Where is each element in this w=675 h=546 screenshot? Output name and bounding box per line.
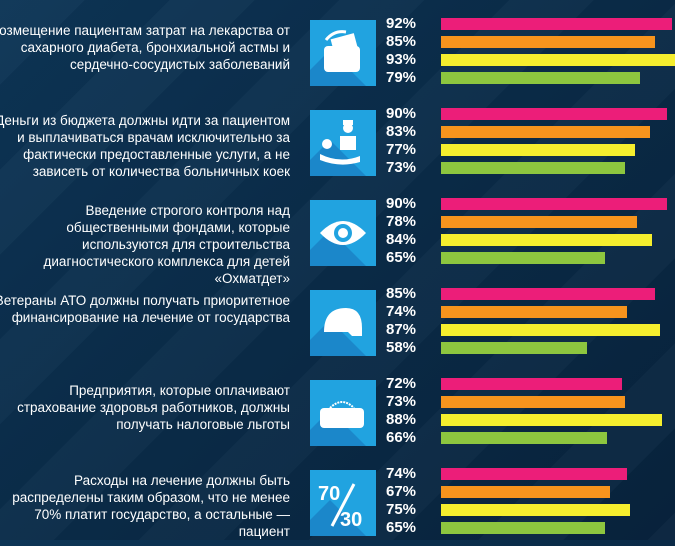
data-label: 79% (386, 69, 417, 86)
bar (441, 144, 635, 156)
data-label: 93% (386, 51, 417, 68)
bar (441, 36, 655, 48)
eye-icon (310, 200, 376, 266)
data-label: 85% (386, 285, 417, 302)
bar (441, 126, 650, 138)
wallet-gear-icon (310, 380, 376, 446)
data-label: 58% (386, 339, 417, 356)
bar (441, 396, 625, 408)
data-label: 77% (386, 141, 417, 158)
data-label: 87% (386, 321, 417, 338)
bar (441, 432, 608, 444)
data-label: 74% (386, 303, 417, 320)
group-label: Деньги из бюджета должны идти за пациент… (0, 113, 290, 179)
ratio-icon: 70 30 (310, 470, 376, 536)
bar (441, 324, 660, 336)
group-5: Предприятия, которые оплачивают страхова… (0, 375, 675, 456)
data-label: 65% (386, 519, 417, 536)
group-6: Расходы на лечение должны быть распредел… (0, 465, 675, 546)
data-label: 78% (386, 213, 417, 230)
data-label: 90% (386, 195, 417, 212)
data-label: 83% (386, 123, 417, 140)
bar (441, 108, 668, 120)
group-label: Ветераны АТО должны получать приоритетно… (0, 293, 290, 325)
bar (441, 288, 655, 300)
data-label: 85% (386, 33, 417, 50)
group-label: Расходы на лечение должны быть распредел… (12, 473, 290, 539)
svg-text:30: 30 (340, 509, 362, 531)
group-3: Введение строгого контроля над обществен… (0, 195, 675, 286)
bar (441, 468, 628, 480)
bar (441, 486, 610, 498)
data-label: 73% (386, 393, 417, 410)
bar (441, 162, 625, 174)
bar (441, 504, 630, 516)
group-label: Возмещение пациентам затрат на лекарства… (0, 23, 290, 72)
data-label: 72% (386, 375, 417, 392)
data-label: 75% (386, 501, 417, 518)
bar (441, 18, 673, 30)
data-label: 90% (386, 105, 417, 122)
bar (441, 342, 587, 354)
group-1: Возмещение пациентам затрат на лекарства… (0, 15, 675, 96)
doctor-patient-icon (310, 110, 376, 176)
data-label: 66% (386, 429, 417, 446)
data-label: 67% (386, 483, 417, 500)
data-label: 84% (386, 231, 417, 248)
group-4: Ветераны АТО должны получать приоритетно… (0, 285, 675, 366)
data-label: 92% (386, 15, 417, 32)
data-label: 73% (386, 159, 417, 176)
bar (441, 72, 640, 84)
svg-text:70: 70 (318, 483, 340, 505)
bar (441, 198, 668, 210)
group-label: Предприятия, которые оплачивают страхова… (17, 383, 290, 432)
group-2: Деньги из бюджета должны идти за пациент… (0, 105, 675, 186)
bar (441, 522, 605, 534)
data-label: 88% (386, 411, 417, 428)
data-label: 65% (386, 249, 417, 266)
bar (441, 234, 653, 246)
wallet-icon (310, 20, 376, 86)
group-label: Введение строгого контроля над обществен… (43, 203, 290, 286)
bar (441, 414, 663, 426)
bar (441, 54, 675, 66)
helmet-icon (310, 290, 376, 356)
bar (441, 378, 623, 390)
bar (441, 216, 638, 228)
bar (441, 252, 605, 264)
data-label: 74% (386, 465, 417, 482)
bar (441, 306, 628, 318)
